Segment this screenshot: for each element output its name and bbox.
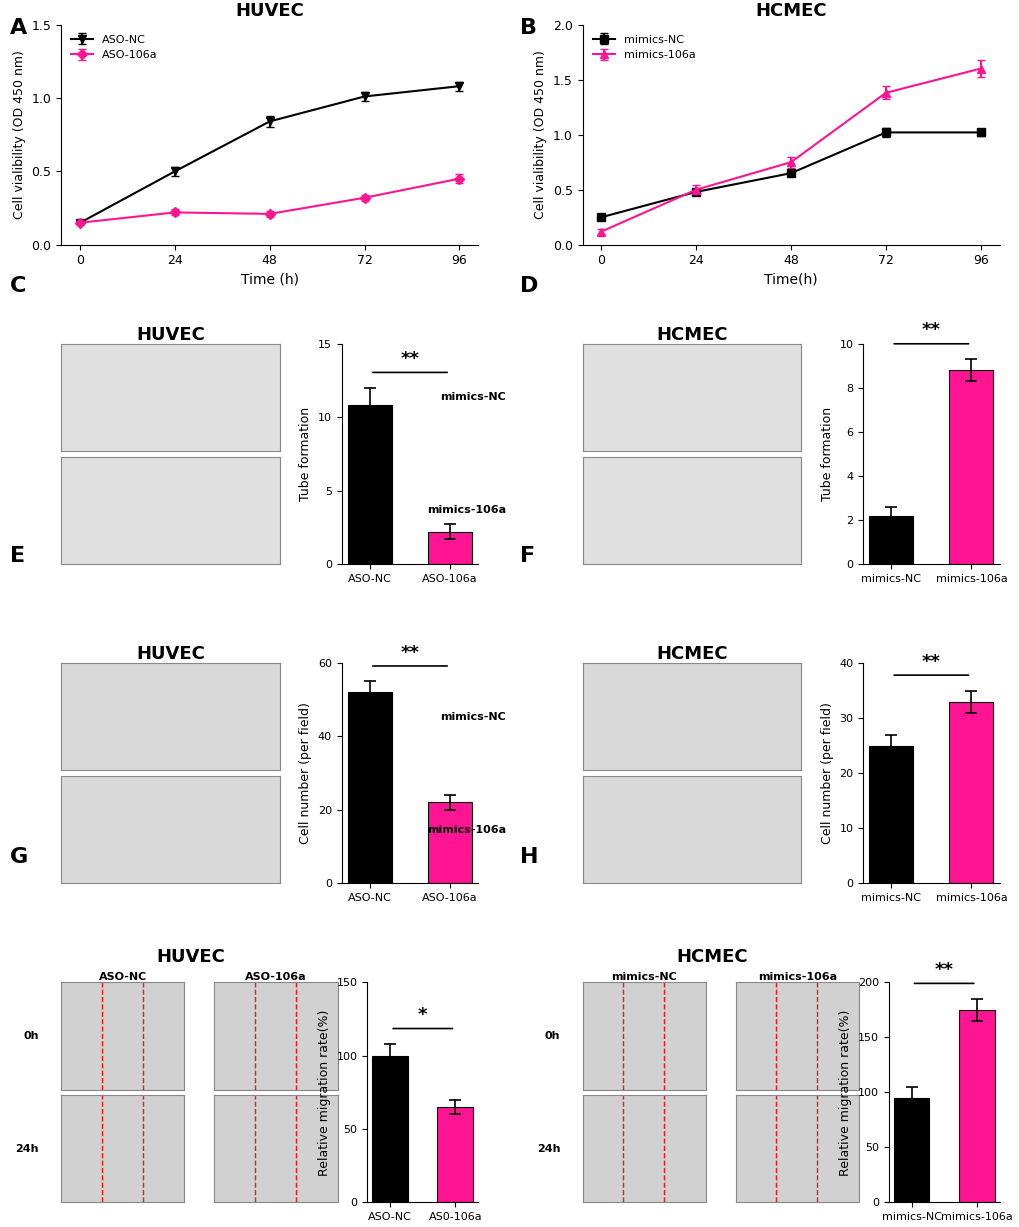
Bar xyxy=(868,515,912,564)
Text: **: ** xyxy=(921,653,940,671)
Text: 24h: 24h xyxy=(15,1144,39,1153)
Text: **: ** xyxy=(400,644,419,661)
Bar xyxy=(958,1010,994,1202)
Y-axis label: Cell number (per field): Cell number (per field) xyxy=(299,702,312,844)
Text: HUVEC: HUVEC xyxy=(156,948,225,966)
Text: mimics-106a: mimics-106a xyxy=(427,825,505,834)
Y-axis label: Cell vialibility (OD 450 nm): Cell vialibility (OD 450 nm) xyxy=(534,50,547,220)
Text: D: D xyxy=(520,276,538,296)
Title: ASO-106a: ASO-106a xyxy=(245,972,307,982)
Text: **: ** xyxy=(921,321,940,340)
X-axis label: Time(h): Time(h) xyxy=(763,272,817,287)
Text: HCMEC: HCMEC xyxy=(676,948,747,966)
Y-axis label: Relative migration rate(%): Relative migration rate(%) xyxy=(839,1009,852,1175)
Text: 0h: 0h xyxy=(23,1031,39,1040)
Y-axis label: Tube formation: Tube formation xyxy=(820,407,833,501)
Text: F: F xyxy=(520,546,535,566)
Bar xyxy=(893,1098,928,1202)
Bar xyxy=(428,802,472,883)
Bar xyxy=(949,371,993,564)
Bar xyxy=(868,746,912,883)
Title: HCMEC: HCMEC xyxy=(655,325,727,344)
Text: *: * xyxy=(418,1006,427,1025)
Text: mimics-106a: mimics-106a xyxy=(427,506,505,515)
Bar xyxy=(437,1107,473,1202)
Text: 0h: 0h xyxy=(544,1031,559,1040)
Text: **: ** xyxy=(933,961,953,979)
Bar xyxy=(949,702,993,883)
X-axis label: Time (h): Time (h) xyxy=(240,272,299,287)
Title: HUVEC: HUVEC xyxy=(235,2,304,20)
Title: HCMEC: HCMEC xyxy=(754,2,826,20)
Y-axis label: Cell number (per field): Cell number (per field) xyxy=(820,702,833,844)
Legend: mimics-NC, mimics-106a: mimics-NC, mimics-106a xyxy=(588,31,699,65)
Text: A: A xyxy=(10,18,28,38)
Text: mimics-NC: mimics-NC xyxy=(440,712,505,721)
Text: H: H xyxy=(520,847,538,866)
Text: C: C xyxy=(10,276,26,296)
Text: B: B xyxy=(520,18,537,38)
Bar xyxy=(372,1055,408,1202)
Y-axis label: Relative migration rate(%): Relative migration rate(%) xyxy=(318,1009,331,1175)
Legend: ASO-NC, ASO-106a: ASO-NC, ASO-106a xyxy=(66,31,162,65)
Bar xyxy=(347,692,391,883)
Title: mimics-106a: mimics-106a xyxy=(757,972,836,982)
Title: HUVEC: HUVEC xyxy=(136,325,205,344)
Bar xyxy=(428,531,472,564)
Bar xyxy=(347,405,391,564)
Y-axis label: Tube formation: Tube formation xyxy=(300,407,312,501)
Text: mimics-NC: mimics-NC xyxy=(440,393,505,402)
Text: **: ** xyxy=(400,350,419,368)
Title: mimics-NC: mimics-NC xyxy=(610,972,677,982)
Title: HUVEC: HUVEC xyxy=(136,645,205,663)
Title: HCMEC: HCMEC xyxy=(655,645,727,663)
Text: G: G xyxy=(10,847,29,866)
Title: ASO-NC: ASO-NC xyxy=(99,972,147,982)
Text: 24h: 24h xyxy=(536,1144,559,1153)
Text: E: E xyxy=(10,546,25,566)
Y-axis label: Cell vialibility (OD 450 nm): Cell vialibility (OD 450 nm) xyxy=(13,50,25,220)
